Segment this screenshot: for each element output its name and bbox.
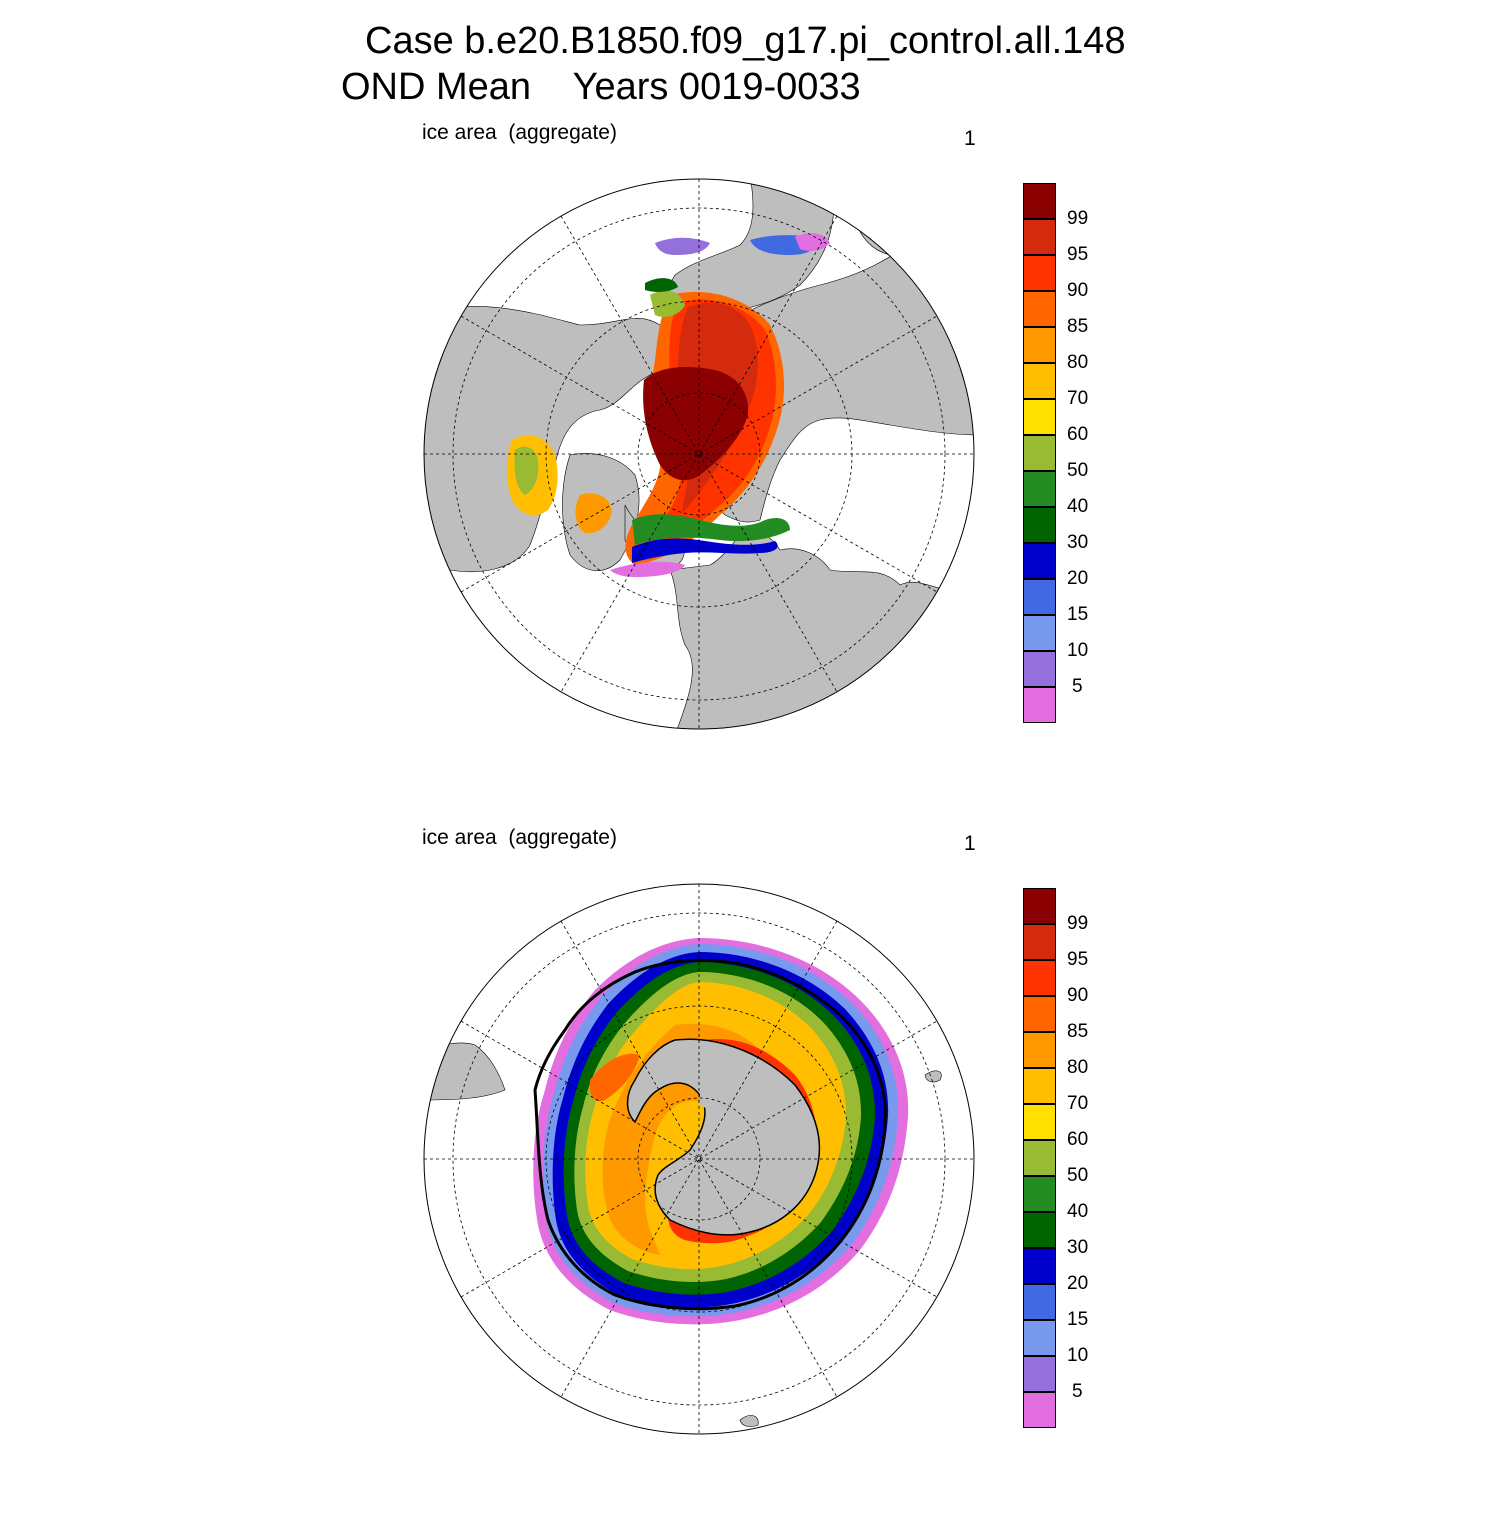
colorbar-swatch	[1023, 327, 1056, 363]
colorbar-swatch	[1023, 1176, 1056, 1212]
colorbar-swatch	[1023, 1392, 1056, 1428]
colorbar-swatch	[1023, 1356, 1056, 1392]
colorbar-tick-label: 99	[1067, 208, 1089, 229]
colorbar-swatch	[1023, 1140, 1056, 1176]
colorbar-tick-label: 10	[1067, 640, 1089, 661]
colorbar-swatch	[1023, 615, 1056, 651]
colorbar-swatch	[1023, 1032, 1056, 1068]
colorbar-swatch	[1023, 1068, 1056, 1104]
colorbar-tick-label: 20	[1067, 1273, 1089, 1294]
colorbar-tick-label: 30	[1067, 532, 1089, 553]
map-border	[423, 178, 975, 730]
colorbar-tick-label: 60	[1067, 1129, 1089, 1150]
colorbar-tick-label: 70	[1067, 1093, 1089, 1114]
antarctic-map	[423, 883, 975, 1435]
colorbar-tick-label: 10	[1067, 1345, 1089, 1366]
colorbar-swatch	[1023, 1212, 1056, 1248]
colorbar-swatch	[1023, 1248, 1056, 1284]
colorbar-tick-label: 80	[1067, 352, 1089, 373]
colorbar-tick-label: 85	[1067, 1021, 1089, 1042]
colorbar-swatch	[1023, 1284, 1056, 1320]
colorbar-swatch	[1023, 471, 1056, 507]
arctic-sea-ice	[506, 233, 830, 577]
colorbar-tick-label: 40	[1067, 496, 1089, 517]
colorbar-tick-label: 5	[1072, 676, 1083, 697]
panel-units-label: 1	[964, 127, 976, 150]
colorbar-tick-label: 60	[1067, 424, 1089, 445]
panel-units-label: 1	[964, 832, 976, 855]
colorbar-swatch	[1023, 435, 1056, 471]
colorbar-tick-label: 40	[1067, 1201, 1089, 1222]
colorbar-swatch	[1023, 924, 1056, 960]
colorbar-tick-label: 80	[1067, 1057, 1089, 1078]
colorbar-swatch	[1023, 363, 1056, 399]
colorbar-tick-label: 50	[1067, 460, 1089, 481]
colorbar-tick-label: 15	[1067, 604, 1089, 625]
colorbar-tick-label: 99	[1067, 913, 1089, 934]
colorbar-swatch	[1023, 960, 1056, 996]
map-border	[423, 883, 975, 1435]
panel-variable-label: ice area (aggregate)	[422, 826, 617, 849]
antarctic-panel: ice area (aggregate) 1	[0, 825, 1500, 1530]
colorbar-tick-label: 20	[1067, 568, 1089, 589]
colorbar-swatch	[1023, 399, 1056, 435]
antarctic-sea-ice	[533, 938, 909, 1325]
arctic-map	[423, 178, 975, 730]
panel-variable-label: ice area (aggregate)	[422, 121, 617, 144]
colorbar-swatch	[1023, 1320, 1056, 1356]
colorbar-tick-label: 95	[1067, 244, 1089, 265]
colorbar-tick-label: 70	[1067, 388, 1089, 409]
colorbar-swatch	[1023, 183, 1056, 219]
colorbar-swatch	[1023, 1104, 1056, 1140]
colorbar-tick-label: 95	[1067, 949, 1089, 970]
colorbar-swatch	[1023, 219, 1056, 255]
colorbar-swatch	[1023, 255, 1056, 291]
colorbar-swatch	[1023, 651, 1056, 687]
arctic-panel: ice area (aggregate) 1	[0, 120, 1500, 825]
colorbar-swatch	[1023, 579, 1056, 615]
colorbar-swatch	[1023, 888, 1056, 924]
colorbar-swatch	[1023, 291, 1056, 327]
colorbar-swatch	[1023, 687, 1056, 723]
graticule	[424, 179, 974, 729]
figure-title-line1: Case b.e20.B1850.f09_g17.pi_control.all.…	[365, 20, 1126, 62]
colorbar-tick-label: 30	[1067, 1237, 1089, 1258]
colorbar-swatch	[1023, 543, 1056, 579]
colorbar-tick-label: 90	[1067, 985, 1089, 1006]
colorbar-tick-label: 85	[1067, 316, 1089, 337]
colorbar-swatch	[1023, 507, 1056, 543]
graticule	[424, 884, 974, 1434]
colorbar-tick-label: 90	[1067, 280, 1089, 301]
colorbar-tick-label: 15	[1067, 1309, 1089, 1330]
colorbar-tick-label: 50	[1067, 1165, 1089, 1186]
figure-title-line2: OND Mean Years 0019-0033	[341, 66, 861, 108]
colorbar-tick-label: 5	[1072, 1381, 1083, 1402]
colorbar-swatch	[1023, 996, 1056, 1032]
